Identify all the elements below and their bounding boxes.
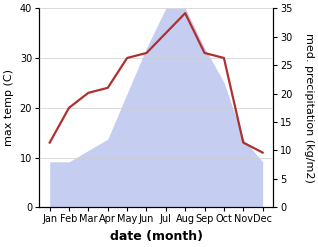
Y-axis label: max temp (C): max temp (C) (4, 69, 14, 146)
Y-axis label: med. precipitation (kg/m2): med. precipitation (kg/m2) (304, 33, 314, 183)
X-axis label: date (month): date (month) (110, 230, 203, 243)
